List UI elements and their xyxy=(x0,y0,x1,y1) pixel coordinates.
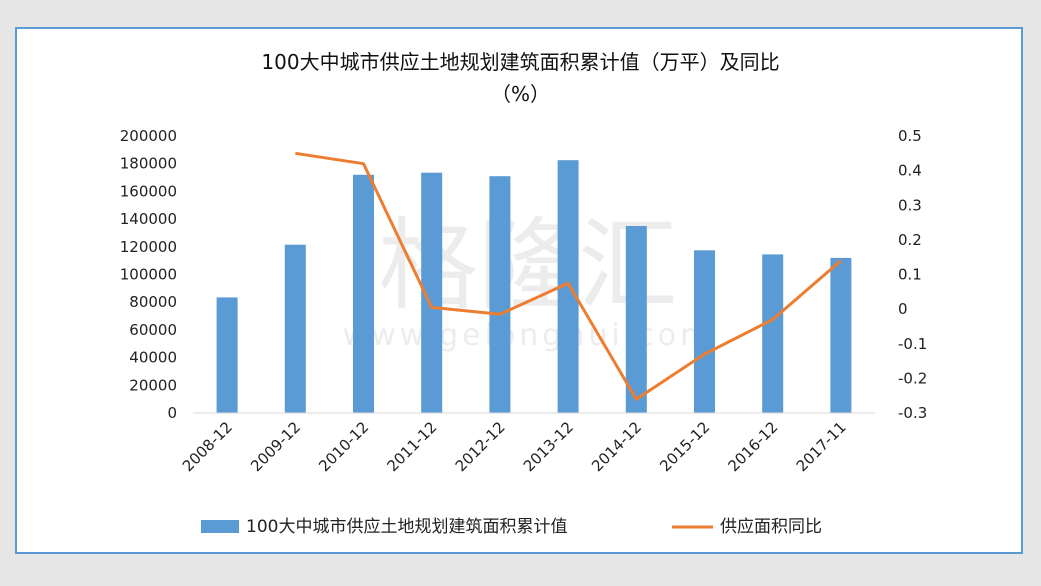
legend-line-label: 供应面积同比 xyxy=(720,517,822,537)
chart-frame xyxy=(15,27,1023,554)
right-tick-label: 0 xyxy=(898,300,908,318)
right-tick-label: 0.5 xyxy=(898,127,922,145)
left-tick-label: 200000 xyxy=(120,127,177,145)
x-tick-label: 2009-12 xyxy=(247,418,304,475)
left-tick-label: 80000 xyxy=(129,293,177,311)
bar-2017-11 xyxy=(830,257,852,413)
svg-text:www.gelonghui.com: www.gelonghui.com xyxy=(343,318,714,353)
left-tick-label: 0 xyxy=(167,404,177,422)
bar-2011-12 xyxy=(421,172,443,413)
x-tick-label: 2014-12 xyxy=(588,418,645,475)
right-tick-label: 0.4 xyxy=(898,162,922,180)
left-tick-label: 20000 xyxy=(129,376,177,394)
bar-2014-12 xyxy=(625,226,647,413)
x-tick-label: 2008-12 xyxy=(179,418,236,475)
x-tick-label: 2013-12 xyxy=(520,418,577,475)
chart-title-unit: （%） xyxy=(490,82,550,106)
right-tick-label: 0.3 xyxy=(898,196,922,214)
left-tick-label: 40000 xyxy=(129,349,177,367)
x-tick-label: 2017-11 xyxy=(793,418,850,475)
right-tick-label: 0.1 xyxy=(898,266,922,284)
x-tick-label: 2015-12 xyxy=(656,418,713,475)
bar-2008-12 xyxy=(216,297,238,413)
x-tick-label: 2012-12 xyxy=(452,418,509,475)
right-tick-label: 0.2 xyxy=(898,231,922,249)
bar-2009-12 xyxy=(284,244,306,413)
bar-2010-12 xyxy=(353,174,374,413)
bar-2016-12 xyxy=(762,254,784,413)
watermark-logo: 格隆汇 www.gelonghui.com xyxy=(343,207,714,353)
left-tick-label: 140000 xyxy=(120,210,177,228)
right-tick-label: -0.2 xyxy=(898,369,927,387)
right-tick-label: -0.1 xyxy=(898,335,927,353)
legend-bar-swatch xyxy=(201,520,239,533)
x-tick-label: 2010-12 xyxy=(315,418,372,475)
bar-2013-12 xyxy=(557,160,579,413)
x-tick-label: 2016-12 xyxy=(724,418,781,475)
right-tick-label: -0.3 xyxy=(898,404,927,422)
chart-title: 100大中城市供应土地规划建筑面积累计值（万平）及同比 xyxy=(261,50,780,74)
bar-2012-12 xyxy=(489,176,511,413)
left-tick-label: 60000 xyxy=(129,321,177,339)
legend: 100大中城市供应土地规划建筑面积累计值 供应面积同比 xyxy=(201,517,822,537)
x-tick-label: 2011-12 xyxy=(383,418,440,475)
left-tick-label: 120000 xyxy=(120,238,177,256)
left-tick-label: 100000 xyxy=(120,266,177,284)
left-tick-label: 180000 xyxy=(120,155,177,173)
bar-2015-12 xyxy=(694,250,715,413)
left-tick-label: 160000 xyxy=(120,182,177,200)
legend-bar-label: 100大中城市供应土地规划建筑面积累计值 xyxy=(246,517,567,537)
